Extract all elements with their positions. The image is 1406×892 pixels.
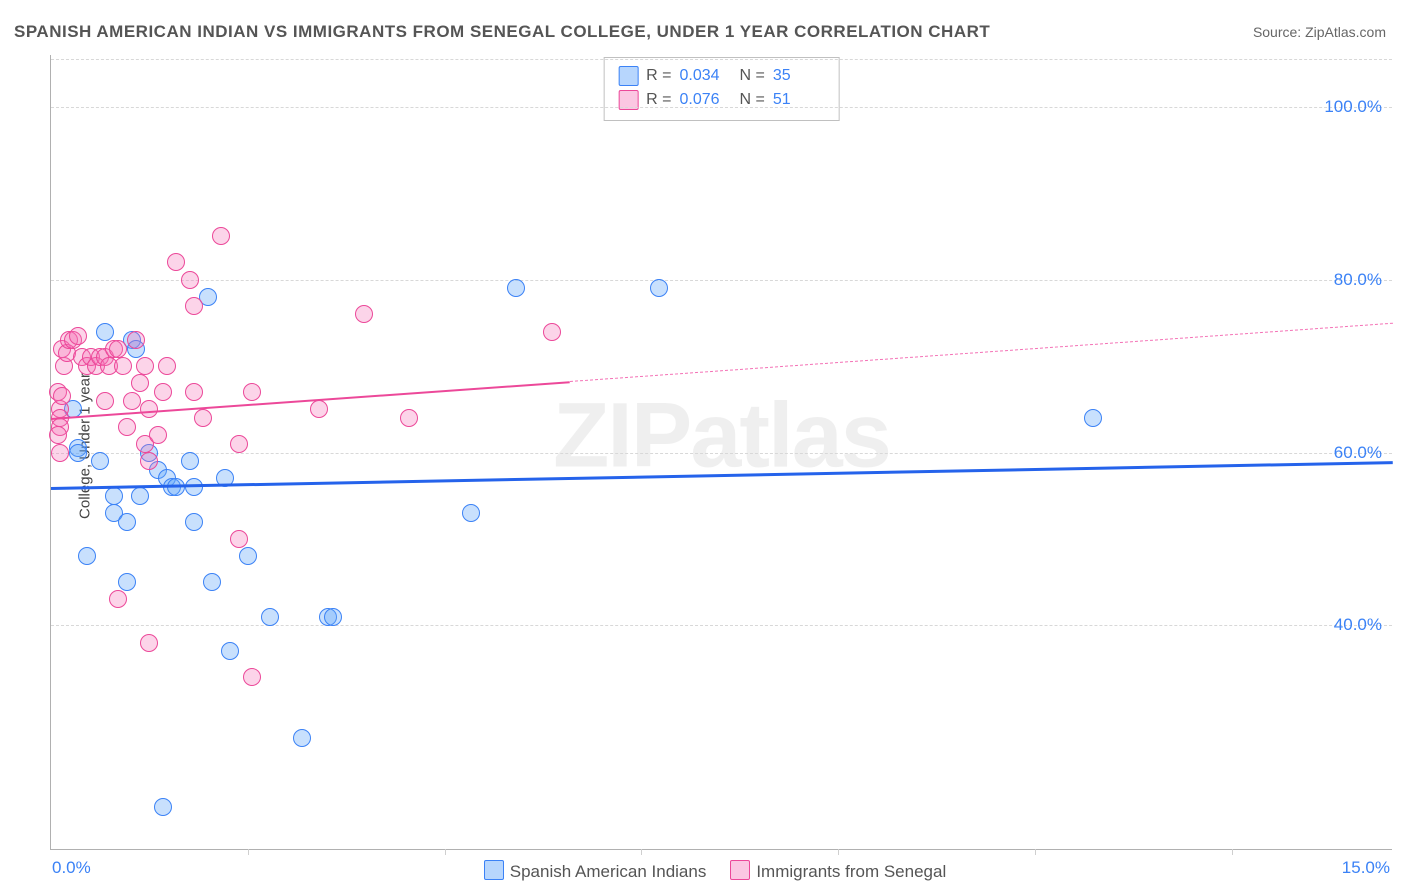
scatter-point <box>185 383 203 401</box>
legend-swatch <box>484 860 504 880</box>
gridline-h <box>51 625 1392 626</box>
scatter-point <box>293 729 311 747</box>
scatter-point <box>131 374 149 392</box>
scatter-point <box>118 418 136 436</box>
scatter-point <box>123 392 141 410</box>
gridtick-v <box>248 849 249 855</box>
scatter-point <box>140 452 158 470</box>
scatter-point <box>78 547 96 565</box>
n-value: 35 <box>773 64 825 88</box>
source-label: Source: ZipAtlas.com <box>1253 24 1386 40</box>
legend: Spanish American Indians Immigrants from … <box>0 860 1406 882</box>
stats-row: R = 0.076 N = 51 <box>618 88 825 112</box>
scatter-point <box>154 798 172 816</box>
y-tick-label: 100.0% <box>1324 97 1382 117</box>
scatter-point <box>203 573 221 591</box>
scatter-point <box>127 331 145 349</box>
scatter-point <box>650 279 668 297</box>
scatter-point <box>167 253 185 271</box>
scatter-point <box>230 435 248 453</box>
scatter-point <box>69 444 87 462</box>
scatter-point <box>140 400 158 418</box>
r-label: R = <box>646 64 671 88</box>
scatter-point <box>140 634 158 652</box>
scatter-point <box>91 452 109 470</box>
scatter-point <box>69 327 87 345</box>
gridline-h <box>51 280 1392 281</box>
scatter-point <box>51 444 69 462</box>
scatter-point <box>243 668 261 686</box>
scatter-point <box>194 409 212 427</box>
y-tick-label: 80.0% <box>1334 270 1382 290</box>
scatter-point <box>181 271 199 289</box>
scatter-point <box>96 323 114 341</box>
scatter-point <box>53 387 71 405</box>
scatter-point <box>324 608 342 626</box>
scatter-point <box>149 426 167 444</box>
scatter-point <box>185 297 203 315</box>
y-tick-label: 60.0% <box>1334 443 1382 463</box>
scatter-point <box>462 504 480 522</box>
scatter-point <box>114 357 132 375</box>
scatter-point <box>355 305 373 323</box>
n-label: N = <box>740 64 765 88</box>
legend-label: Immigrants from Senegal <box>756 862 946 881</box>
gridline-h <box>51 453 1392 454</box>
scatter-point <box>507 279 525 297</box>
n-value: 51 <box>773 88 825 112</box>
scatter-point <box>118 513 136 531</box>
legend-label: Spanish American Indians <box>510 862 707 881</box>
scatter-point <box>118 573 136 591</box>
r-label: R = <box>646 88 671 112</box>
scatter-point <box>221 642 239 660</box>
gridline-h <box>51 59 1392 60</box>
n-label: N = <box>740 88 765 112</box>
scatter-point <box>109 590 127 608</box>
gridtick-v <box>1232 849 1233 855</box>
legend-swatch <box>730 860 750 880</box>
scatter-point <box>136 357 154 375</box>
scatter-point <box>185 513 203 531</box>
scatter-point <box>212 227 230 245</box>
scatter-point <box>109 340 127 358</box>
correlation-stats-box: R = 0.034 N = 35 R = 0.076 N = 51 <box>603 57 840 121</box>
gridtick-v <box>641 849 642 855</box>
gridtick-v <box>838 849 839 855</box>
plot-area: ZIPatlas R = 0.034N = 35R = 0.076N = 51 … <box>50 55 1392 850</box>
scatter-point <box>239 547 257 565</box>
scatter-point <box>131 487 149 505</box>
r-value: 0.076 <box>680 88 732 112</box>
scatter-point <box>49 426 67 444</box>
gridtick-v <box>1035 849 1036 855</box>
scatter-point <box>105 487 123 505</box>
stats-row: R = 0.034 N = 35 <box>618 64 825 88</box>
chart-title: SPANISH AMERICAN INDIAN VS IMMIGRANTS FR… <box>14 22 990 42</box>
gridline-h <box>51 107 1392 108</box>
scatter-point <box>543 323 561 341</box>
scatter-point <box>158 357 176 375</box>
scatter-point <box>181 452 199 470</box>
scatter-point <box>261 608 279 626</box>
x-axis-min-label: 0.0% <box>52 858 91 878</box>
legend-swatch <box>618 66 638 86</box>
scatter-point <box>310 400 328 418</box>
x-axis-max-label: 15.0% <box>1342 858 1390 878</box>
scatter-point <box>96 392 114 410</box>
scatter-point <box>1084 409 1102 427</box>
y-tick-label: 40.0% <box>1334 615 1382 635</box>
gridtick-v <box>445 849 446 855</box>
scatter-point <box>154 383 172 401</box>
r-value: 0.034 <box>680 64 732 88</box>
scatter-point <box>400 409 418 427</box>
trend-line <box>51 461 1393 490</box>
scatter-point <box>243 383 261 401</box>
scatter-point <box>230 530 248 548</box>
trend-line <box>570 323 1393 382</box>
